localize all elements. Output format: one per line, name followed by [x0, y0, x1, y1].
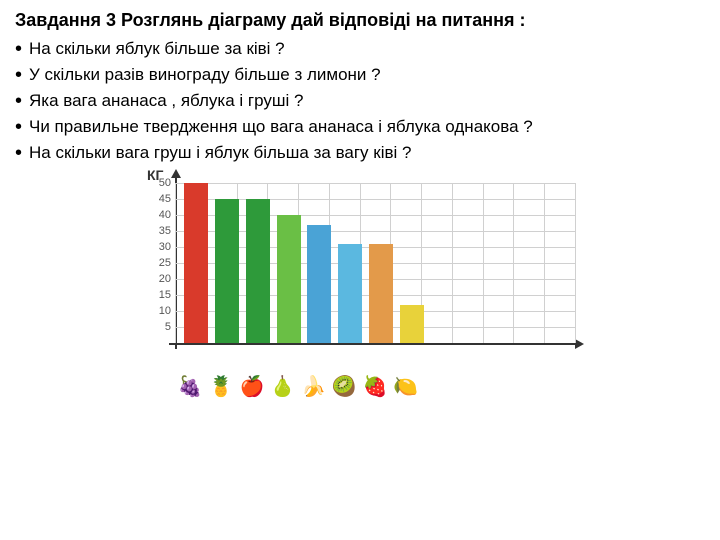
bar-grape: [184, 183, 208, 343]
x-axis-icons: 🍇🍍🍎🍐🍌🥝🍓🍋: [175, 373, 575, 397]
y-tick-label: 45: [151, 193, 171, 205]
banana-icon: 🍌: [298, 377, 329, 397]
pineapple-icon: 🍍: [206, 377, 237, 397]
chart-area: КГ 5101520253035404550: [135, 173, 585, 373]
bar-pear: [277, 215, 301, 343]
y-tick-label: 20: [151, 273, 171, 285]
y-tick-label: 10: [151, 305, 171, 317]
y-tick-label: 40: [151, 209, 171, 221]
grape-icon: 🍇: [175, 377, 206, 397]
apple-icon: 🍎: [237, 377, 268, 397]
pear-icon: 🍐: [267, 377, 298, 397]
lemon-icon: 🍋: [390, 377, 421, 397]
bar-lemon: [400, 305, 424, 343]
question-item: Чи правильне твердження що вага ананаса …: [15, 117, 705, 137]
question-item: Яка вага ананаса , яблука і груші ?: [15, 91, 705, 111]
bar-apple: [246, 199, 270, 343]
task-title: Завдання 3 Розглянь діаграму дай відпові…: [15, 10, 705, 31]
y-tick-label: 35: [151, 225, 171, 237]
y-tick-label: 25: [151, 257, 171, 269]
strawberry-icon: 🍓: [360, 377, 391, 397]
question-list: На скільки яблук більше за ківі ? У скіль…: [15, 39, 705, 163]
kiwi-icon: 🥝: [329, 377, 360, 397]
bar-strawberry: [369, 244, 393, 343]
y-tick-label: 5: [151, 321, 171, 333]
bar-pineapple: [215, 199, 239, 343]
bar-banana: [307, 225, 331, 343]
x-axis: [169, 343, 579, 345]
question-item: На скільки яблук більше за ківі ?: [15, 39, 705, 59]
y-tick-label: 15: [151, 289, 171, 301]
bars: [175, 183, 575, 343]
bar-kiwi: [338, 244, 362, 343]
question-item: У скільки разів винограду більше з лимон…: [15, 65, 705, 85]
question-item: На скільки вага груш і яблук більша за в…: [15, 143, 705, 163]
y-tick-label: 50: [151, 177, 171, 189]
chart: КГ 5101520253035404550 🍇🍍🍎🍐🍌🥝🍓🍋: [135, 173, 585, 397]
y-tick-label: 30: [151, 241, 171, 253]
